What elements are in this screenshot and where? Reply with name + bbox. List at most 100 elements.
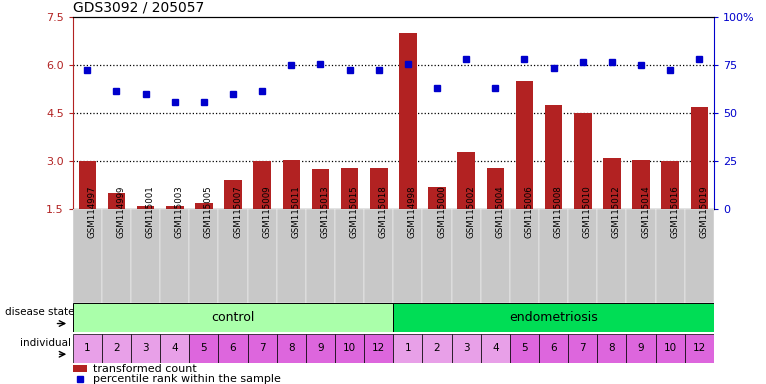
- Text: 10: 10: [343, 343, 356, 354]
- Text: GSM115015: GSM115015: [349, 186, 358, 238]
- Bar: [457, 152, 475, 209]
- Bar: [423, 334, 452, 363]
- Bar: [306, 334, 335, 363]
- Bar: [539, 334, 568, 363]
- Text: 2: 2: [434, 343, 440, 354]
- Bar: [399, 33, 417, 209]
- Bar: [627, 334, 656, 363]
- Bar: [597, 334, 627, 363]
- Bar: [335, 334, 364, 363]
- Bar: [247, 209, 277, 303]
- Bar: [428, 187, 446, 209]
- Bar: [102, 209, 131, 303]
- Bar: [73, 365, 87, 372]
- Text: GSM115004: GSM115004: [496, 186, 504, 238]
- Text: GSM115014: GSM115014: [641, 186, 650, 238]
- Bar: [364, 334, 394, 363]
- Bar: [247, 334, 277, 363]
- Bar: [632, 160, 650, 209]
- Bar: [306, 209, 335, 303]
- Bar: [685, 334, 714, 363]
- Text: 5: 5: [201, 343, 208, 354]
- Text: GSM115010: GSM115010: [583, 186, 592, 238]
- Bar: [481, 209, 510, 303]
- Bar: [394, 334, 423, 363]
- Bar: [603, 158, 620, 209]
- Text: 2: 2: [113, 343, 119, 354]
- Text: 1: 1: [404, 343, 411, 354]
- Text: 5: 5: [521, 343, 528, 354]
- Bar: [370, 168, 388, 209]
- Bar: [452, 209, 481, 303]
- Bar: [597, 209, 627, 303]
- Bar: [224, 180, 242, 209]
- Text: GSM115019: GSM115019: [699, 186, 709, 238]
- Bar: [73, 303, 394, 332]
- Text: 4: 4: [172, 343, 178, 354]
- Text: disease state: disease state: [5, 307, 75, 317]
- Text: GSM114999: GSM114999: [116, 186, 126, 238]
- Bar: [486, 168, 504, 209]
- Text: GSM114998: GSM114998: [408, 186, 417, 238]
- Bar: [137, 206, 155, 209]
- Text: 6: 6: [230, 343, 237, 354]
- Bar: [189, 209, 218, 303]
- Bar: [108, 193, 125, 209]
- Text: 9: 9: [317, 343, 324, 354]
- Text: GDS3092 / 205057: GDS3092 / 205057: [73, 1, 204, 15]
- Text: percentile rank within the sample: percentile rank within the sample: [93, 374, 281, 384]
- Text: GSM115012: GSM115012: [612, 186, 621, 238]
- Bar: [545, 105, 562, 209]
- Bar: [685, 209, 714, 303]
- Bar: [510, 209, 539, 303]
- Bar: [195, 203, 213, 209]
- Text: 7: 7: [259, 343, 266, 354]
- Bar: [452, 334, 481, 363]
- Text: control: control: [211, 311, 255, 324]
- Bar: [510, 334, 539, 363]
- Bar: [218, 334, 247, 363]
- Bar: [131, 209, 160, 303]
- Bar: [166, 206, 184, 209]
- Bar: [656, 209, 685, 303]
- Bar: [73, 209, 102, 303]
- Bar: [574, 113, 591, 209]
- Bar: [131, 334, 160, 363]
- Bar: [691, 107, 708, 209]
- Bar: [364, 209, 394, 303]
- Text: GSM115018: GSM115018: [378, 186, 388, 238]
- Text: GSM115001: GSM115001: [146, 186, 155, 238]
- Bar: [481, 334, 510, 363]
- Text: 12: 12: [372, 343, 385, 354]
- Text: 1: 1: [84, 343, 90, 354]
- Bar: [312, 169, 329, 209]
- Bar: [627, 209, 656, 303]
- Text: 8: 8: [609, 343, 615, 354]
- Bar: [568, 209, 597, 303]
- Bar: [341, 168, 358, 209]
- Bar: [160, 209, 189, 303]
- Text: GSM114997: GSM114997: [87, 186, 97, 238]
- Bar: [283, 160, 300, 209]
- Bar: [568, 334, 597, 363]
- Text: 12: 12: [692, 343, 706, 354]
- Text: 4: 4: [492, 343, 499, 354]
- Bar: [79, 161, 96, 209]
- Text: 6: 6: [550, 343, 557, 354]
- Bar: [189, 334, 218, 363]
- Bar: [662, 161, 679, 209]
- Text: GSM115007: GSM115007: [233, 186, 242, 238]
- Bar: [102, 334, 131, 363]
- Text: GSM115000: GSM115000: [437, 186, 446, 238]
- Text: 7: 7: [579, 343, 586, 354]
- Text: transformed count: transformed count: [93, 364, 197, 374]
- Text: GSM115002: GSM115002: [466, 186, 475, 238]
- Text: 8: 8: [288, 343, 295, 354]
- Text: GSM115006: GSM115006: [525, 186, 533, 238]
- Text: GSM115008: GSM115008: [554, 186, 562, 238]
- Text: endometriosis: endometriosis: [509, 311, 598, 324]
- Bar: [335, 209, 364, 303]
- Bar: [160, 334, 189, 363]
- Text: GSM115003: GSM115003: [175, 186, 184, 238]
- Bar: [277, 334, 306, 363]
